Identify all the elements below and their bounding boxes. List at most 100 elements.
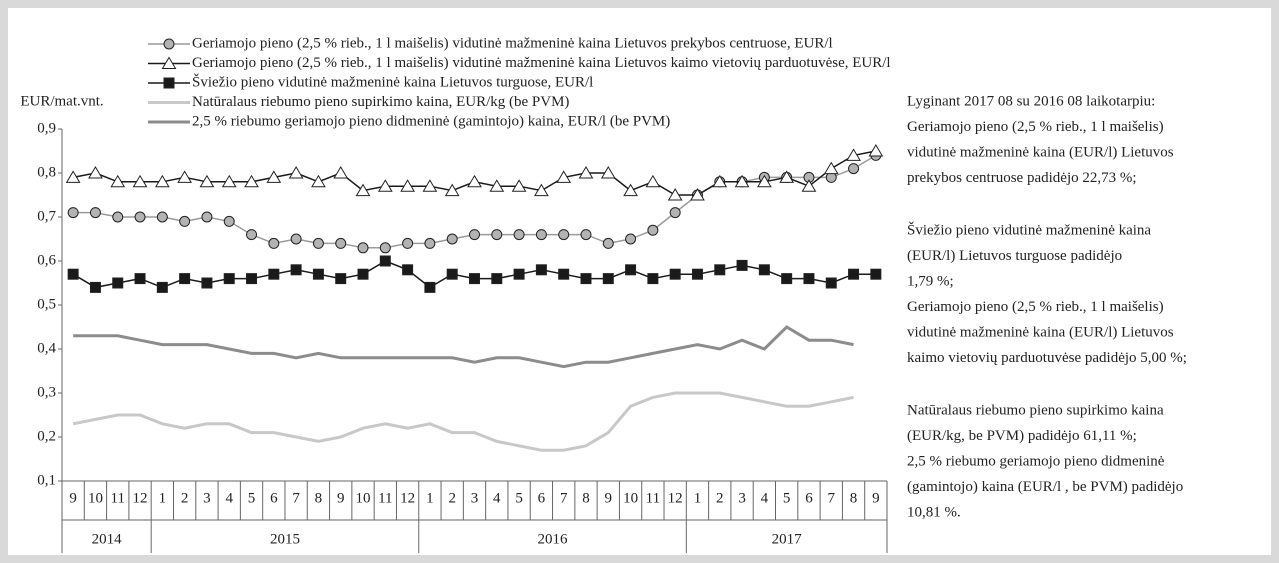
point [446, 268, 458, 280]
point [556, 170, 572, 183]
x-tick-label: 3 [738, 490, 746, 506]
point [848, 163, 860, 175]
point [623, 183, 638, 197]
point [67, 268, 79, 280]
point [625, 233, 637, 245]
point [379, 255, 391, 267]
point [268, 237, 280, 249]
y-tick-label: 0,3 [37, 384, 56, 400]
x-tick-label: 1 [426, 490, 434, 506]
y-tick-label: 0,5 [37, 296, 56, 312]
point [400, 179, 415, 192]
point [402, 264, 414, 276]
x-tick-label: 12 [400, 490, 415, 506]
x-tick-label: 5 [248, 490, 256, 506]
y-tick-label: 0,7 [37, 208, 56, 224]
point [801, 179, 817, 192]
point [758, 264, 770, 276]
legend-label: Natūralaus riebumo pieno supirkimo kaina… [192, 94, 569, 110]
point [154, 174, 170, 188]
point [311, 174, 326, 188]
year-label: 2015 [270, 531, 300, 547]
point [848, 268, 860, 280]
point [647, 224, 659, 236]
x-tick-label: 11 [646, 490, 660, 506]
note-line: Lyginant 2017 08 su 2016 08 laikotarpiu: [907, 93, 1155, 109]
point [803, 273, 815, 285]
point [179, 273, 191, 285]
point [357, 268, 369, 280]
x-tick-label: 9 [605, 490, 613, 506]
point [201, 211, 213, 223]
point [266, 170, 282, 183]
point [712, 174, 728, 188]
point [667, 188, 683, 201]
point [201, 277, 213, 289]
legend-label: Geriamojo pieno (2,5 % rieb., 1 l maišel… [192, 35, 833, 51]
note-line: (gamintojo) kaina (EUR/l , be PVM) padid… [907, 479, 1183, 495]
x-tick-label: 4 [493, 490, 501, 506]
note-line: kaimo vietovių parduotuvėse padidėjo 5,0… [907, 350, 1187, 366]
year-label: 2017 [772, 531, 803, 547]
x-tick-label: 9 [337, 490, 345, 506]
point [647, 273, 659, 285]
x-tick-label: 4 [225, 490, 233, 506]
point [870, 268, 882, 280]
x-tick-label: 5 [783, 490, 791, 506]
point [846, 148, 861, 161]
note-line: Šviežio pieno vidutinė mažmeninė kaina [907, 221, 1151, 238]
point [246, 229, 258, 241]
x-tick-label: 6 [270, 490, 278, 506]
note-line: 10,81 %. [907, 504, 961, 520]
point [534, 183, 549, 197]
x-tick-label: 1 [159, 490, 167, 506]
note-line: prekybos centruose padidėjo 22,73 %; [907, 170, 1137, 186]
point [268, 268, 280, 280]
chart-background [8, 8, 1271, 555]
x-tick-label: 10 [623, 490, 638, 506]
point [580, 229, 592, 241]
x-tick-label: 10 [356, 490, 371, 506]
point [88, 166, 103, 179]
point [580, 273, 592, 285]
point [645, 174, 661, 188]
year-label: 2016 [538, 531, 569, 547]
point [781, 273, 793, 285]
point [179, 215, 191, 227]
point [535, 229, 547, 241]
x-tick-label: 12 [133, 490, 148, 506]
note-line: vidutinė mažmeninė kaina (EUR/l) Lietuvo… [907, 324, 1174, 340]
point [134, 211, 146, 223]
point [221, 174, 237, 188]
point [669, 268, 681, 280]
point [112, 211, 124, 223]
y-tick-label: 0,8 [37, 164, 56, 180]
point [600, 166, 616, 179]
point [290, 233, 302, 245]
point [161, 56, 177, 69]
y-tick-label: 0,9 [37, 120, 56, 136]
x-tick-label: 5 [515, 490, 523, 506]
point [335, 273, 347, 285]
x-tick-label: 12 [668, 490, 683, 506]
x-tick-label: 7 [828, 490, 836, 506]
point [736, 259, 748, 271]
point [424, 281, 436, 293]
point [89, 281, 101, 293]
y-tick-label: 0,6 [37, 252, 56, 268]
note-line: 1,79 %; [907, 273, 954, 289]
point [511, 179, 527, 192]
point [355, 183, 371, 197]
point [422, 179, 438, 192]
x-tick-label: 3 [203, 490, 211, 506]
note-line: Geriamojo pieno (2,5 % rieb., 1 l maišel… [907, 299, 1164, 315]
point [156, 281, 168, 293]
point [223, 215, 235, 227]
point [491, 229, 503, 241]
x-tick-label: 3 [471, 490, 479, 506]
point [199, 174, 215, 188]
point [558, 229, 570, 241]
point [156, 211, 168, 223]
x-tick-label: 11 [378, 490, 392, 506]
x-tick-label: 2 [448, 490, 456, 506]
